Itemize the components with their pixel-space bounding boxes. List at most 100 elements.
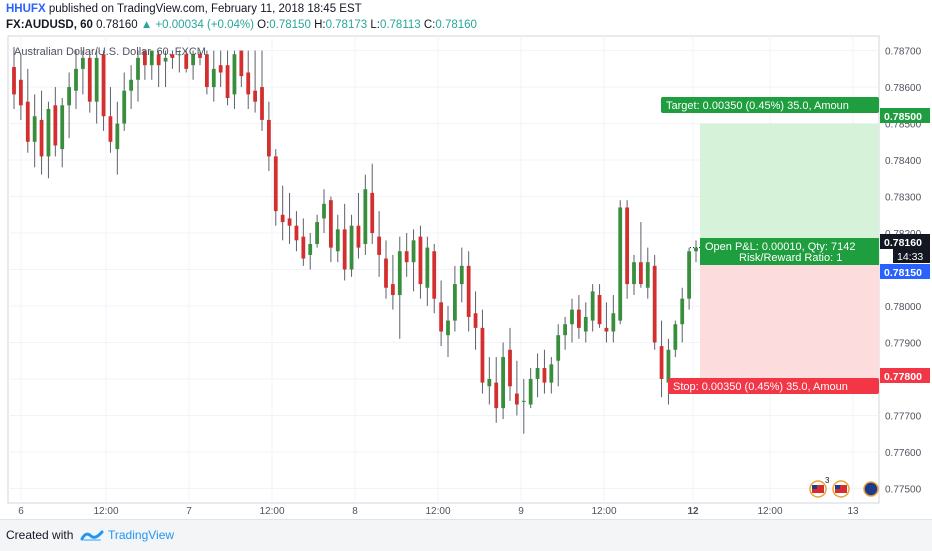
tradingview-logo-icon[interactable] [80,527,104,543]
candle-body [556,335,561,361]
tradingview-brand[interactable]: TradingView [108,528,175,542]
position-labels[interactable]: Target: 0.00350 (0.45%) 35.0, Amoun Open… [661,97,879,394]
symbol-name[interactable]: FX:AUDUSD, 60 [6,19,93,31]
price-chart[interactable]: Australian Dollar/U.S. Dollar, 60, FXCM … [0,0,932,519]
stop-price-tag-text: 0.77800 [884,371,922,383]
candle-body [397,251,402,296]
candle-body [273,156,278,212]
entry-price-tag [880,264,930,279]
ohlc-close-key: C: [423,19,436,31]
footer: Created with TradingView [0,519,932,551]
candle-body [535,368,540,379]
candle-body [377,236,382,255]
open-pl-box[interactable] [700,238,879,265]
candle-body [342,229,347,270]
candle-body [232,54,237,95]
candle-body [604,327,609,332]
candle-body [563,324,568,336]
target-price-tag [880,108,930,123]
last-price-tag [880,234,930,249]
candle-body [363,189,368,244]
candle-body [687,251,692,299]
price-tick-label: 0.78600 [885,83,922,94]
candle-body [184,54,189,69]
position-zones [690,123,879,379]
us-flag-stripes [812,485,824,493]
candle-body [101,54,106,117]
stop-label: Stop: 0.00350 (0.45%) 35.0, Amoun [673,381,848,393]
candle-body [618,207,623,321]
candle-body [253,90,258,102]
candle-body [225,65,230,99]
price-tick-label: 0.78700 [885,47,922,58]
candle-body [280,214,285,223]
candle-body [411,240,416,263]
candle-body [349,225,354,270]
candle-body [390,284,395,296]
countdown-tag-text: 14:33 [897,251,923,263]
candle-body [87,57,92,102]
time-tick-label: 6 [18,506,24,517]
symbol-line: FX:AUDUSD, 60 0.78160 ▲ +0.00034 (+0.04%… [6,19,477,31]
candle-body [177,54,182,56]
candles [12,46,698,434]
last-price-tag-text: 0.78160 [884,237,922,249]
candle-body [673,324,678,350]
ohlc-high-value: 0.78173 [325,19,368,31]
candle-body [260,87,264,120]
candle-body [404,251,409,263]
price-tick-label: 0.77600 [885,448,922,459]
chart-title: Australian Dollar/U.S. Dollar, 60, FXCM [14,46,206,58]
candle-body [542,368,547,383]
candle-body [25,101,30,142]
au-flag-icon[interactable] [863,481,879,497]
candle-body [328,200,333,248]
candle-body [632,262,636,285]
entry-price-tag-text: 0.78150 [884,267,922,279]
candle-body [501,357,506,409]
candle-body [590,291,595,321]
stop-label-box[interactable] [668,378,879,394]
price-tick-label: 0.78500 [885,120,922,131]
candle-body [638,262,643,285]
candle-body [528,378,533,405]
stop-price-tag [880,368,930,383]
candle-body [74,68,78,91]
time-axis[interactable]: 6 12:00 7 12:00 8 12:00 9 12:00 12 12:00 13 [18,506,859,517]
candle-body [625,207,630,285]
price-tick-label: 0.78300 [885,193,922,204]
ohlc-low-key: L: [370,19,380,31]
candle-body [163,57,168,62]
ohlc-close-value: 0.78160 [435,19,477,31]
candle-body [459,265,464,285]
candle-body [487,378,492,387]
price-tick-label: 0.78400 [885,156,922,167]
candle-body [576,309,581,328]
publish-line: HHUFX published on TradingView.com, Febr… [6,3,362,15]
candle-body [46,108,51,157]
economic-events[interactable]: 3 [809,476,879,498]
stop-zone [700,251,879,379]
candle-body [136,57,140,80]
target-label-box[interactable] [661,97,879,113]
candle-body [446,320,450,336]
candle-body [432,251,437,299]
us-flag-canton-2 [835,485,840,489]
candle-body [322,203,326,219]
candle-body [191,54,196,66]
candle-body [198,54,202,58]
candle-body [53,105,58,146]
time-tick-label: 12:00 [757,506,782,517]
candle-body [570,309,574,325]
candle-body [356,225,361,248]
price-change: ▲ +0.00034 (+0.04%) [140,19,254,31]
ohlc-high-key: H: [314,19,326,31]
price-tick-label: 0.78000 [885,302,922,313]
candle-body [384,258,388,288]
author-link[interactable]: HHUFX [6,3,46,15]
candle-body [418,236,423,285]
candle-body [32,116,37,142]
candle-body [142,50,147,66]
candle-body [335,229,340,252]
candle-body [597,295,602,325]
